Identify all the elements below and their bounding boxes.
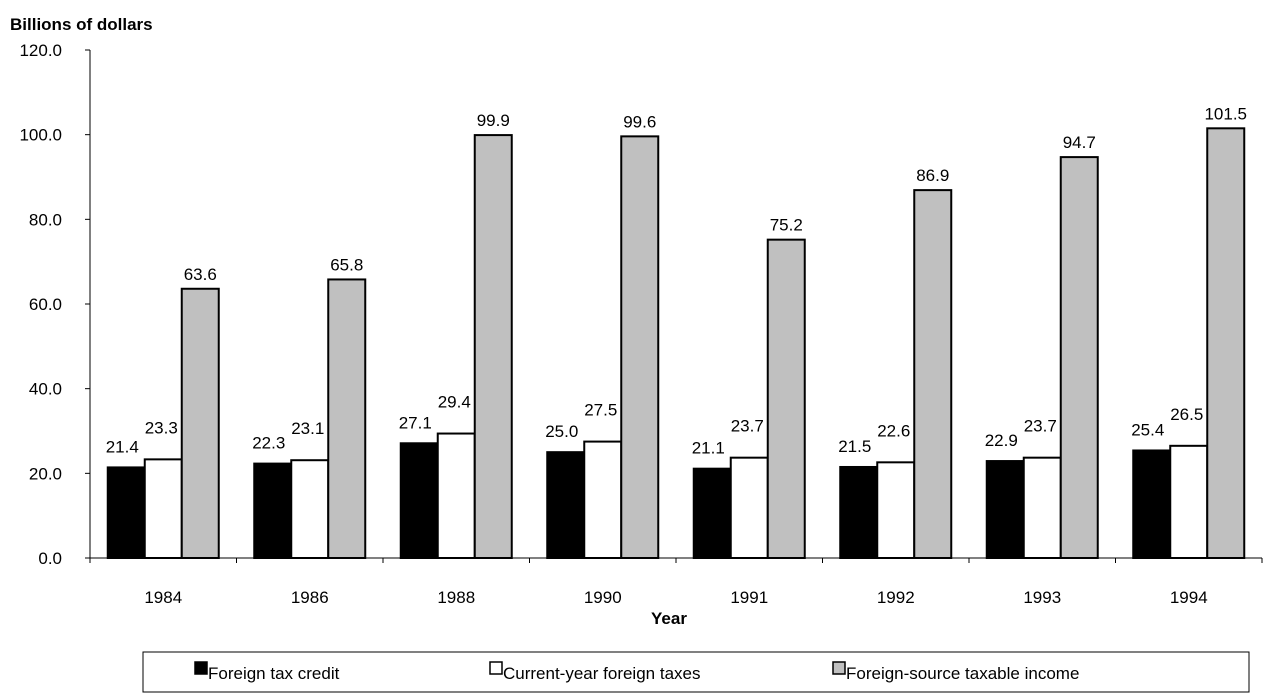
x-tick-label: 1984 — [144, 588, 182, 607]
bar — [106, 466, 146, 560]
bar — [985, 460, 1025, 560]
data-label: 23.7 — [731, 417, 764, 436]
data-label: 29.4 — [438, 393, 471, 412]
legend-label: Current-year foreign taxes — [503, 664, 700, 683]
y-tick-label: 60.0 — [29, 295, 62, 314]
bar — [399, 442, 439, 560]
legend-box — [142, 651, 1250, 693]
legend-items: Foreign tax credit Current-year foreign t… — [194, 661, 1079, 683]
bar — [766, 238, 806, 560]
data-label: 65.8 — [330, 255, 363, 274]
data-label: 101.5 — [1204, 104, 1247, 123]
data-label: 21.4 — [106, 437, 139, 456]
legend-swatch — [489, 661, 503, 675]
bar — [473, 134, 513, 559]
x-axis-title: Year — [651, 609, 687, 628]
data-label: 86.9 — [916, 166, 949, 185]
bar — [180, 287, 220, 559]
x-axis-ticks: 1984 1986 1988 1990 1991 1992 1993 1994 — [89, 558, 1263, 607]
data-label: 63.6 — [184, 265, 217, 284]
bar — [583, 440, 623, 560]
data-label: 21.5 — [838, 437, 871, 456]
bar — [143, 458, 183, 560]
x-tick-label: 1993 — [1023, 588, 1061, 607]
bar — [290, 459, 330, 559]
bar — [1169, 444, 1209, 560]
data-label: 23.7 — [1024, 417, 1057, 436]
data-label: 27.5 — [584, 401, 617, 420]
bar — [546, 451, 586, 559]
y-tick-label: 20.0 — [29, 464, 62, 483]
legend-label: Foreign-source taxable income — [846, 664, 1079, 683]
y-axis-ticks: 0.0 20.0 40.0 60.0 80.0 100.0 120.0 — [19, 41, 90, 568]
data-label: 22.3 — [252, 434, 285, 453]
bar — [253, 462, 293, 560]
y-tick-label: 80.0 — [29, 210, 62, 229]
legend: Foreign tax credit Current-year foreign t… — [142, 651, 1250, 693]
y-tick-label: 40.0 — [29, 380, 62, 399]
data-label: 99.9 — [477, 111, 510, 130]
x-tick-label: 1986 — [291, 588, 329, 607]
legend-swatch — [194, 661, 208, 675]
bar — [692, 467, 732, 559]
data-label: 22.9 — [985, 431, 1018, 450]
data-label: 75.2 — [770, 216, 803, 235]
data-label: 23.3 — [145, 418, 178, 437]
data-label: 25.4 — [1131, 420, 1164, 439]
data-label: 23.1 — [291, 419, 324, 438]
bar — [1022, 456, 1062, 560]
x-tick-label: 1992 — [877, 588, 915, 607]
data-label: 27.1 — [399, 413, 432, 432]
bar — [913, 189, 953, 560]
y-tick-label: 0.0 — [38, 549, 62, 568]
bar — [876, 461, 916, 559]
data-label: 22.6 — [877, 421, 910, 440]
bar — [729, 456, 769, 560]
bar — [1206, 127, 1246, 559]
y-tick-label: 100.0 — [19, 126, 62, 145]
data-label: 26.5 — [1170, 405, 1203, 424]
bar — [620, 135, 660, 560]
bar — [327, 278, 367, 559]
bar — [436, 432, 476, 560]
y-axis-title: Billions of dollars — [10, 15, 153, 34]
x-tick-label: 1994 — [1170, 588, 1208, 607]
data-label: 99.6 — [623, 112, 656, 131]
y-tick-label: 120.0 — [19, 41, 62, 60]
data-label: 25.0 — [545, 422, 578, 441]
data-label: 21.1 — [692, 439, 725, 458]
data-labels: 21.4 23.3 63.6 22.3 23.1 65.8 27.1 29.4 99.9 25.0… — [106, 104, 1247, 457]
x-tick-label: 1988 — [437, 588, 475, 607]
x-tick-label: 1991 — [730, 588, 768, 607]
data-label: 94.7 — [1063, 133, 1096, 152]
bar — [1059, 156, 1099, 559]
legend-swatch — [832, 661, 846, 675]
bar — [839, 465, 879, 560]
bars — [106, 127, 1246, 560]
legend-label: Foreign tax credit — [208, 664, 340, 683]
x-tick-label: 1990 — [584, 588, 622, 607]
bar — [1132, 449, 1172, 559]
